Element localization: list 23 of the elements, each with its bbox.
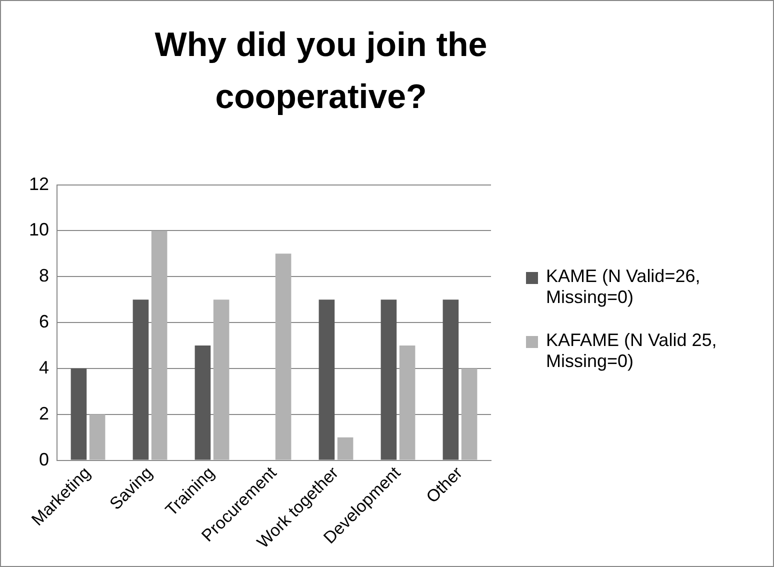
y-tick-label: 4	[39, 357, 50, 378]
y-tick-label: 12	[28, 174, 50, 194]
y-tick-label: 10	[28, 220, 50, 240]
bar	[70, 368, 87, 460]
y-tick-label: 6	[39, 312, 50, 332]
bar	[151, 230, 168, 460]
legend-label: KAFAME (N Valid 25, Missing=0)	[546, 330, 718, 372]
bar	[318, 300, 335, 460]
chart-title: Why did you join the cooperative?	[154, 25, 488, 118]
y-tick-label: 0	[39, 449, 50, 470]
y-tick-label: 8	[39, 266, 50, 286]
bar	[275, 254, 292, 460]
y-tick-label: 2	[39, 403, 50, 424]
bar	[89, 414, 106, 460]
bar	[442, 300, 459, 460]
bar	[337, 437, 354, 460]
bar	[399, 346, 416, 460]
bar	[194, 346, 211, 460]
bar	[213, 300, 230, 460]
bar	[132, 300, 149, 460]
bar	[380, 300, 397, 460]
bar	[461, 368, 478, 460]
legend-label: KAME (N Valid=26, Missing=0)	[546, 266, 702, 308]
